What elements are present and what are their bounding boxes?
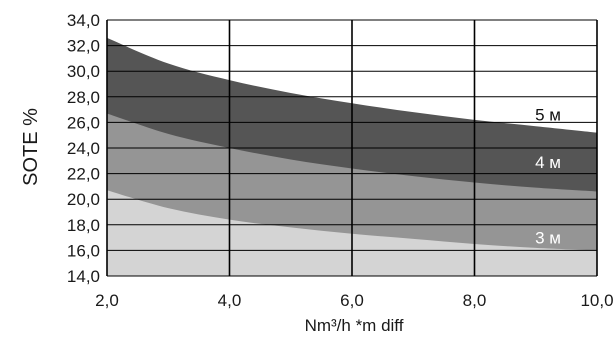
series-label-4m: 4 м: [535, 153, 561, 172]
y-tick-label: 22,0: [67, 165, 100, 184]
y-tick-label: 30,0: [67, 62, 100, 81]
y-tick-labels: 14,0 16,0 18,0 20,0 22,0 24,0 26,0 28,0 30,0 32,0…: [67, 11, 100, 286]
x-tick-label: 2,0: [95, 291, 119, 310]
x-tick-labels: 2,0 4,0 6,0 8,0 10,0: [95, 291, 613, 310]
y-tick-label: 16,0: [67, 241, 100, 260]
y-tick-label: 34,0: [67, 11, 100, 30]
series-labels: 3 м 4 м 5 м: [535, 106, 561, 248]
x-tick-label: 10,0: [580, 291, 613, 310]
y-tick-label: 32,0: [67, 37, 100, 56]
x-axis-title: Nm³/h *m diff: [305, 316, 404, 335]
series-label-5m: 5 м: [535, 106, 561, 125]
x-tick-label: 6,0: [340, 291, 364, 310]
grid-lines: [106, 19, 598, 277]
y-tick-label: 26,0: [67, 113, 100, 132]
x-tick-label: 4,0: [218, 291, 242, 310]
y-tick-label: 18,0: [67, 216, 100, 235]
x-tick-label: 8,0: [463, 291, 487, 310]
y-tick-label: 24,0: [67, 139, 100, 158]
y-tick-label: 20,0: [67, 190, 100, 209]
y-axis-title: SOTE %: [20, 108, 42, 186]
y-tick-label: 28,0: [67, 88, 100, 107]
series-label-3m: 3 м: [535, 229, 561, 248]
y-tick-label: 14,0: [67, 267, 100, 286]
